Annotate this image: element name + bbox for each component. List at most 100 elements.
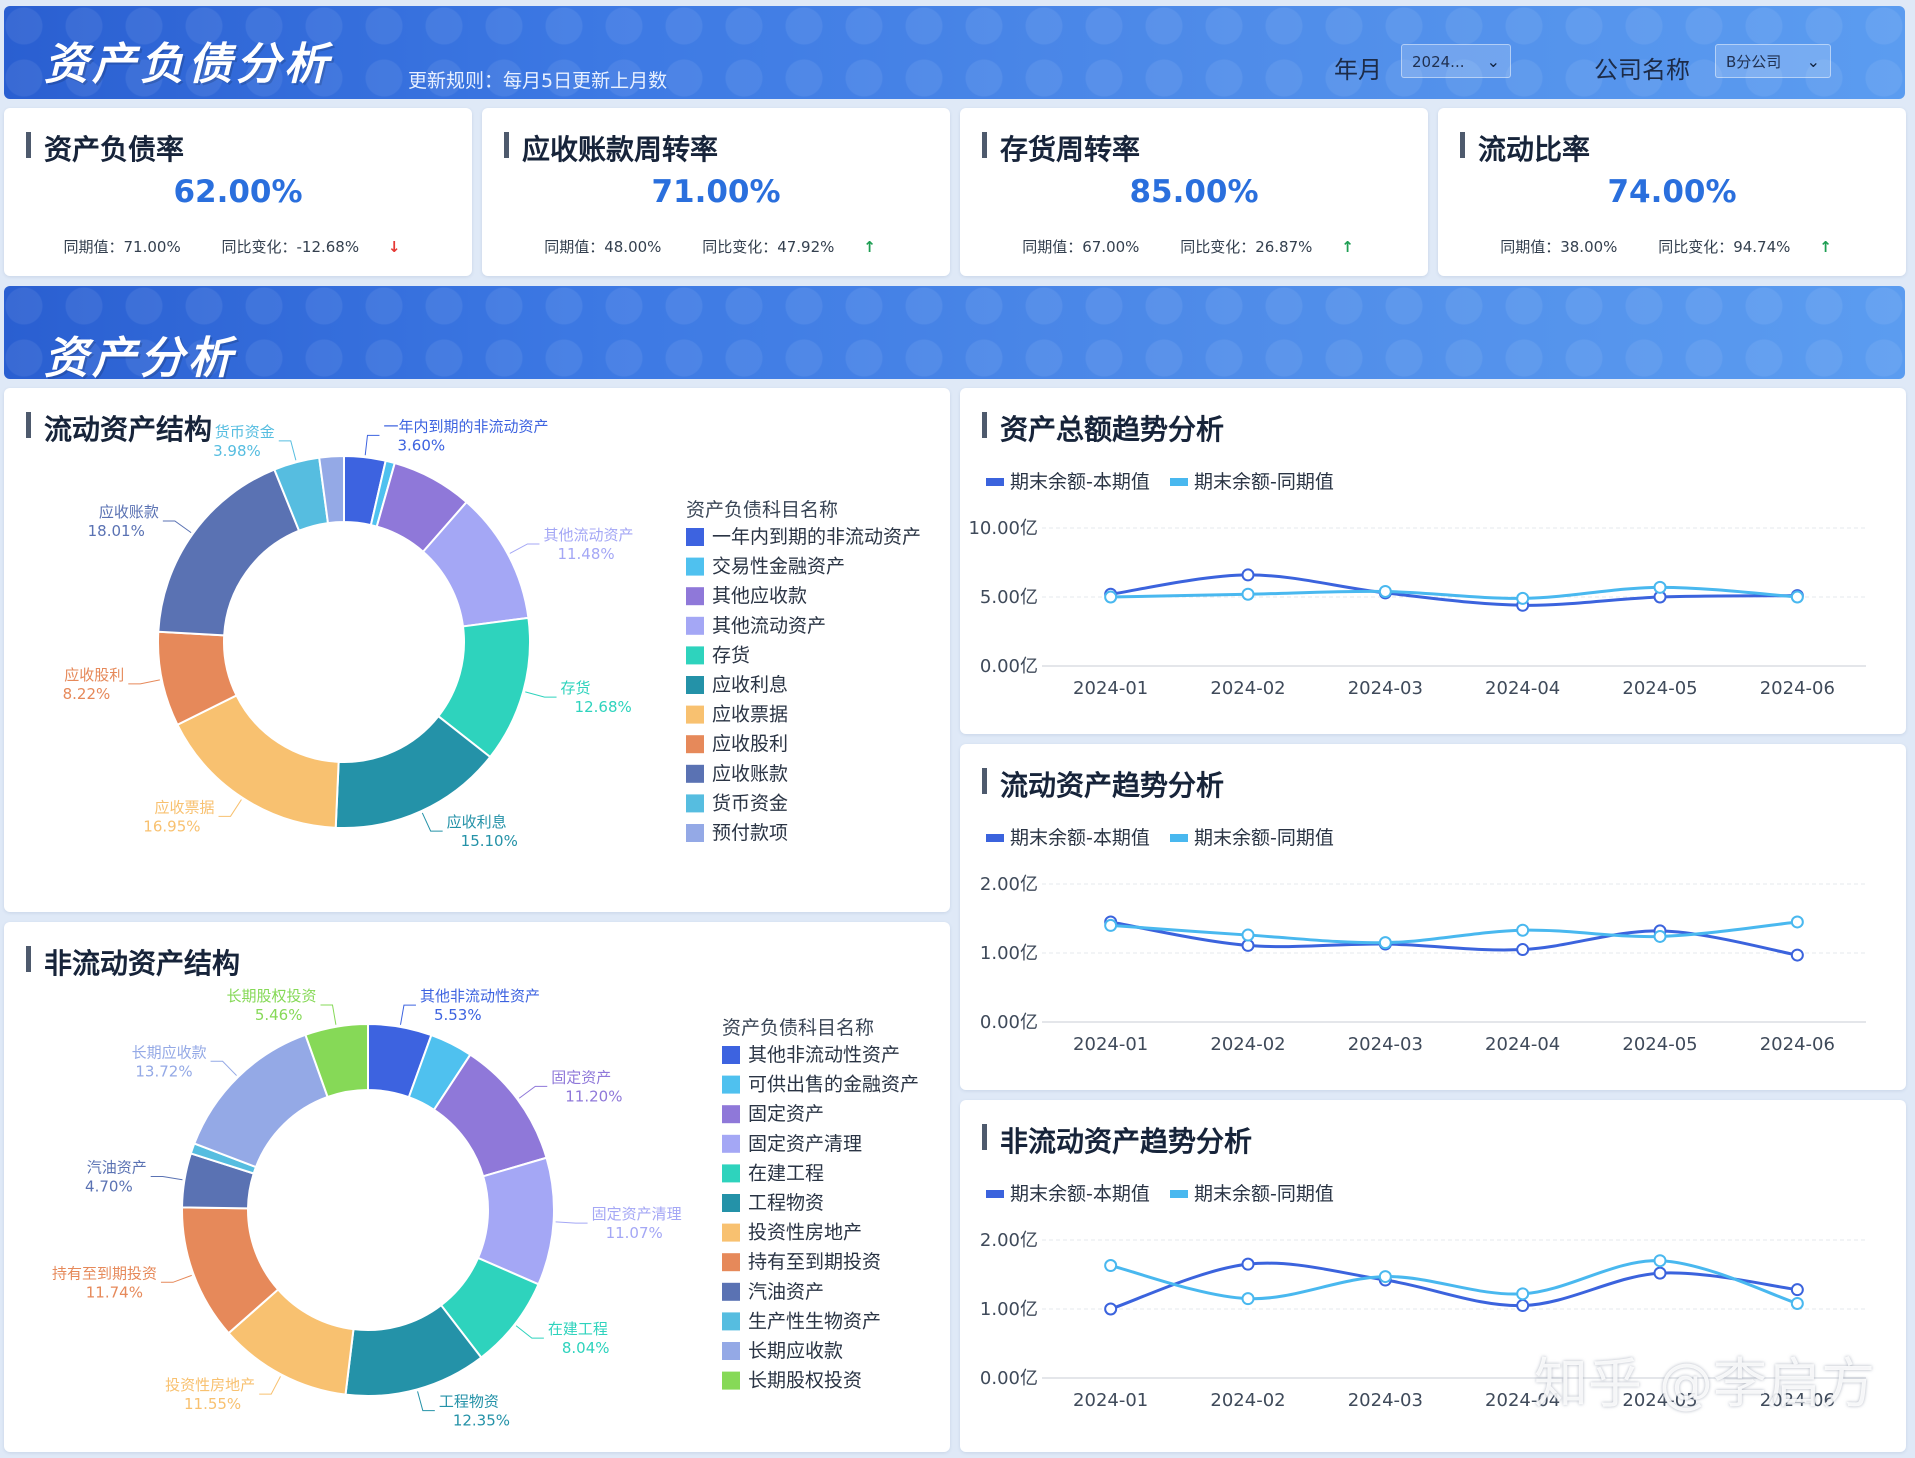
legend-swatch — [722, 1342, 740, 1360]
kpi-change: 同比变化：-12.68% ↓ — [210, 238, 413, 256]
kpi-compare-row: 同期值：67.00% 同比变化：26.87% ↑ — [960, 236, 1428, 257]
x-tick-label: 2024-05 — [1622, 1390, 1697, 1411]
legend-title: 资产负债科目名称 — [722, 1017, 874, 1039]
x-tick-label: 2024-03 — [1348, 1034, 1423, 1055]
slice-name-label: 一年内到期的非流动资产 — [383, 417, 548, 435]
legend-item: 应收利息 — [712, 674, 788, 696]
kpi-value: 85.00% — [1129, 174, 1259, 210]
slice-name-label: 应收账款 — [99, 503, 159, 521]
slice-value-label: 13.72% — [135, 1062, 192, 1080]
data-point — [1241, 568, 1255, 582]
data-point — [1790, 1283, 1804, 1297]
legend-item: 其他流动资产 — [712, 615, 826, 637]
kpi-compare-row: 同期值：71.00% 同比变化：-12.68% ↓ — [4, 236, 472, 257]
page-title: 资产负债分析 — [44, 39, 332, 90]
leader-line — [525, 691, 557, 698]
slice-value-label: 5.53% — [434, 1006, 482, 1024]
kpi-card-receivable-turnover: 应收账款周转率 71.00% 同期值：48.00% 同比变化：47.92% ↑ — [482, 108, 950, 276]
slice-value-label: 18.01% — [88, 522, 145, 540]
y-tick-label: 1.00亿 — [980, 943, 1038, 964]
legend-item: 期末余额-同期值 — [1194, 471, 1334, 493]
slice-name-label: 应收利息 — [447, 813, 507, 831]
data-point — [1516, 1287, 1530, 1301]
year-month-value: 2024... — [1412, 53, 1465, 71]
slice-name-label: 应收票据 — [154, 798, 214, 816]
legend-item: 货币资金 — [712, 792, 788, 814]
legend-item: 应收股利 — [712, 733, 788, 755]
kpi-change: 同比变化：47.92% ↑ — [690, 238, 888, 256]
legend-swatch — [722, 1075, 740, 1094]
legend-item: 一年内到期的非流动资产 — [712, 526, 921, 548]
data-point — [1378, 936, 1392, 950]
kpi-change: 同比变化：26.87% ↑ — [1168, 238, 1366, 256]
slice-name-label: 存货 — [561, 679, 591, 697]
legend-item: 期末余额-同期值 — [1194, 1183, 1334, 1205]
data-point — [1241, 1292, 1255, 1306]
kpi-card-debt-ratio: 资产负债率 62.00% 同期值：71.00% 同比变化：-12.68% ↓ — [4, 108, 472, 276]
legend-swatch — [686, 705, 704, 724]
data-point — [1790, 590, 1804, 604]
x-tick-label: 2024-01 — [1073, 1034, 1148, 1055]
kpi-title: 应收账款周转率 — [504, 128, 718, 168]
kpi-value: 62.00% — [173, 174, 303, 210]
legend-item: 预付款项 — [712, 822, 788, 844]
series-line — [1110, 920, 1798, 945]
data-point — [1241, 938, 1255, 952]
slice-name-label: 固定资产清理 — [592, 1205, 682, 1223]
leader-line — [218, 799, 242, 817]
x-tick-label: 2024-06 — [1760, 1034, 1835, 1055]
legend-swatch — [686, 646, 704, 665]
kpi-change: 同比变化：94.74% ↑ — [1646, 238, 1844, 256]
legend-swatch — [686, 587, 704, 606]
kpi-card-inventory-turnover: 存货周转率 85.00% 同期值：67.00% 同比变化：26.87% ↑ — [960, 108, 1428, 276]
kpi-change-text: 同比变化：-12.68% — [221, 238, 360, 256]
watermark: 知乎 @李启方 — [1533, 1352, 1875, 1415]
legend-swatch — [686, 764, 704, 783]
slice-value-label: 16.95% — [143, 817, 200, 835]
legend-item: 应收票据 — [712, 704, 788, 726]
x-tick-label: 2024-04 — [1485, 1390, 1560, 1411]
kpi-prior: 同期值：67.00% — [1022, 238, 1140, 256]
legend-title: 资产负债科目名称 — [686, 499, 838, 521]
data-point — [1653, 929, 1667, 943]
year-month-select[interactable]: 2024... ⌄ — [1401, 44, 1511, 78]
slice-value-label: 11.07% — [606, 1224, 663, 1242]
kpi-card-current-ratio: 流动比率 74.00% 同期值：38.00% 同比变化：94.74% ↑ — [1438, 108, 1906, 276]
y-tick-label: 0.00亿 — [980, 656, 1038, 677]
legend-swatch — [986, 478, 1004, 486]
x-tick-label: 2024-05 — [1622, 1034, 1697, 1055]
slice-value-label: 3.98% — [213, 442, 261, 460]
data-point — [1790, 915, 1804, 929]
legend-item: 存货 — [712, 644, 750, 666]
legend-swatch — [722, 1134, 740, 1153]
slice-value-label: 5.46% — [255, 1006, 303, 1024]
kpi-prior: 同期值：38.00% — [1500, 238, 1618, 256]
current-assets-pie-chart: 一年内到期的非流动资产3.60%其他流动资产11.48%存货12.68%应收利息… — [63, 417, 921, 850]
leader-line — [259, 1376, 281, 1395]
data-point — [1516, 591, 1530, 605]
slice-value-label: 12.35% — [453, 1412, 510, 1430]
y-tick-label: 0.00亿 — [980, 1012, 1038, 1033]
series-line — [1110, 1261, 1798, 1311]
legend-item: 期末余额-本期值 — [1010, 1183, 1150, 1205]
kpi-change-text: 同比变化：94.74% — [1658, 238, 1791, 256]
leader-line — [160, 1274, 192, 1283]
legend-swatch — [686, 616, 704, 635]
data-point — [1104, 1259, 1118, 1273]
kpi-title: 资产负债率 — [26, 128, 184, 168]
x-tick-label: 2024-04 — [1485, 1034, 1560, 1055]
data-point — [1516, 943, 1530, 957]
leader-line — [515, 1325, 544, 1339]
slice-value-label: 3.60% — [397, 436, 445, 454]
series-line — [1110, 585, 1798, 600]
slice-name-label: 投资性房地产 — [165, 1376, 255, 1394]
company-select[interactable]: B分公司 ⌄ — [1715, 44, 1831, 78]
leader-line — [162, 520, 192, 534]
data-point — [1241, 928, 1255, 942]
slice-name-label: 在建工程 — [548, 1320, 608, 1338]
pie-slice — [157, 468, 301, 637]
slice-value-label: 15.10% — [461, 832, 518, 850]
legend-swatch — [686, 735, 704, 754]
kpi-change-text: 同比变化：47.92% — [702, 238, 835, 256]
legend-item: 工程物资 — [748, 1192, 824, 1214]
